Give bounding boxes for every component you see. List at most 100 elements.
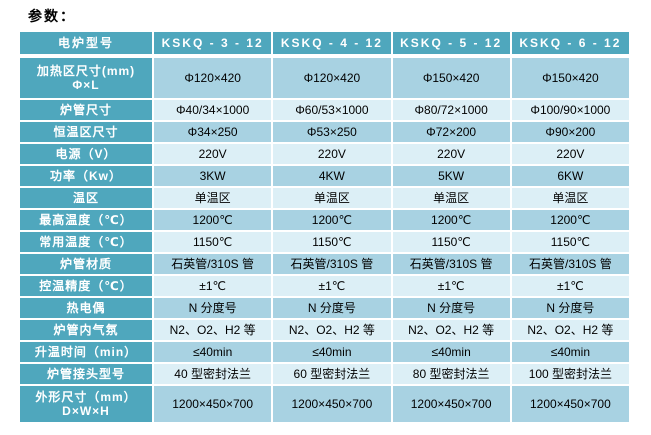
row-label-constant-temp-zone-size: 恒温区尺寸	[20, 122, 152, 142]
table-row: 恒温区尺寸 Φ34×250 Φ53×250 Φ72×200 Φ90×200	[20, 122, 629, 142]
spec-cell: Φ34×250	[154, 122, 272, 142]
spec-cell: 单温区	[154, 188, 272, 208]
row-label-working-temperature: 常用温度（℃）	[20, 232, 152, 252]
spec-cell: N2、O2、H2 等	[273, 320, 391, 340]
table-row: 电源（V） 220V 220V 220V 220V	[20, 144, 629, 164]
table-row: 升温时间（min） ≤40min ≤40min ≤40min ≤40min	[20, 342, 629, 362]
table-row: 炉管内气氛 N2、O2、H2 等 N2、O2、H2 等 N2、O2、H2 等 N…	[20, 320, 629, 340]
spec-cell: 单温区	[392, 188, 510, 208]
spec-cell: 60 型密封法兰	[273, 364, 391, 384]
spec-cell: 80 型密封法兰	[392, 364, 510, 384]
spec-cell: ±1℃	[273, 276, 391, 296]
row-label-tube-atmosphere: 炉管内气氛	[20, 320, 152, 340]
spec-cell: 220V	[154, 144, 272, 164]
table-row: 温区 单温区 单温区 单温区 单温区	[20, 188, 629, 208]
spec-cell: 100 型密封法兰	[511, 364, 629, 384]
page-title: 参数：	[28, 8, 76, 24]
table-row: 热电偶 N 分度号 N 分度号 N 分度号 N 分度号	[20, 298, 629, 318]
spec-cell: 1200×450×700	[273, 386, 391, 422]
spec-cell: 1200℃	[273, 210, 391, 230]
spec-cell: N 分度号	[273, 298, 391, 318]
spec-cell: Φ60/53×1000	[273, 100, 391, 120]
spec-cell: Φ40/34×1000	[154, 100, 272, 120]
spec-cell: 220V	[511, 144, 629, 164]
spec-cell: 220V	[273, 144, 391, 164]
table-row: 功率（Kw） 3KW 4KW 5KW 6KW	[20, 166, 629, 186]
row-label-temp-zones: 温区	[20, 188, 152, 208]
spec-cell: 1150℃	[154, 232, 272, 252]
spec-cell: Φ120×420	[273, 58, 391, 98]
table-row: 炉管接头型号 40 型密封法兰 60 型密封法兰 80 型密封法兰 100 型密…	[20, 364, 629, 384]
spec-cell: N 分度号	[511, 298, 629, 318]
spec-cell: 1150℃	[392, 232, 510, 252]
table-row: 控温精度（℃） ±1℃ ±1℃ ±1℃ ±1℃	[20, 276, 629, 296]
row-label-thermocouple: 热电偶	[20, 298, 152, 318]
table-header-row: 电炉型号 KSKQ - 3 - 12 KSKQ - 4 - 12 KSKQ - …	[20, 32, 629, 54]
spec-cell: N2、O2、H2 等	[154, 320, 272, 340]
row-label-heating-zone-size: 加热区尺寸(mm) Φ×L	[20, 58, 152, 98]
spec-cell: 1200×450×700	[392, 386, 510, 422]
spec-cell: 1200℃	[392, 210, 510, 230]
row-label-line2: Φ×L	[72, 78, 100, 92]
header-model-kskq-5-12: KSKQ - 5 - 12	[392, 32, 510, 54]
spec-cell: ±1℃	[392, 276, 510, 296]
spec-cell: Φ150×420	[392, 58, 510, 98]
table-row: 常用温度（℃） 1150℃ 1150℃ 1150℃ 1150℃	[20, 232, 629, 252]
row-label-power-supply: 电源（V）	[20, 144, 152, 164]
spec-cell: 1150℃	[273, 232, 391, 252]
spec-cell: ≤40min	[154, 342, 272, 362]
spec-cell: N 分度号	[154, 298, 272, 318]
spec-cell: 3KW	[154, 166, 272, 186]
spec-cell: Φ72×200	[392, 122, 510, 142]
header-model-label: 电炉型号	[20, 32, 152, 54]
spec-cell: Φ100/90×1000	[511, 100, 629, 120]
spec-cell: 1200×450×700	[154, 386, 272, 422]
row-label-line1: 外形尺寸（mm）	[35, 390, 137, 404]
spec-cell: Φ90×200	[511, 122, 629, 142]
spec-cell: N2、O2、H2 等	[511, 320, 629, 340]
spec-cell: 1200℃	[154, 210, 272, 230]
page: 参数： 电炉型号 KSKQ - 3 - 12 KSKQ - 4 - 12 KSK…	[0, 6, 651, 422]
spec-cell: 单温区	[273, 188, 391, 208]
spec-cell: 4KW	[273, 166, 391, 186]
spec-cell: ≤40min	[273, 342, 391, 362]
header-model-kskq-3-12: KSKQ - 3 - 12	[154, 32, 272, 54]
table-body: 加热区尺寸(mm) Φ×L Φ120×420 Φ120×420 Φ150×420…	[20, 58, 629, 422]
table-row: 最高温度（℃） 1200℃ 1200℃ 1200℃ 1200℃	[20, 210, 629, 230]
spec-cell: N2、O2、H2 等	[392, 320, 510, 340]
row-label-temp-control-accuracy: 控温精度（℃）	[20, 276, 152, 296]
row-label-overall-dimensions: 外形尺寸（mm） D×W×H	[20, 386, 152, 422]
spec-cell: Φ53×250	[273, 122, 391, 142]
spec-cell: 单温区	[511, 188, 629, 208]
spec-cell: Φ120×420	[154, 58, 272, 98]
table-row: 加热区尺寸(mm) Φ×L Φ120×420 Φ120×420 Φ150×420…	[20, 58, 629, 98]
row-label-line1: 加热区尺寸(mm)	[36, 64, 136, 78]
spec-cell: 石英管/310S 管	[511, 254, 629, 274]
spec-cell: ≤40min	[511, 342, 629, 362]
spec-cell: ≤40min	[392, 342, 510, 362]
row-label-line2: D×W×H	[62, 404, 110, 418]
table-row: 外形尺寸（mm） D×W×H 1200×450×700 1200×450×700…	[20, 386, 629, 422]
header-model-kskq-4-12: KSKQ - 4 - 12	[273, 32, 391, 54]
spec-cell: 5KW	[392, 166, 510, 186]
spec-cell: 1200℃	[511, 210, 629, 230]
spec-cell: Φ80/72×1000	[392, 100, 510, 120]
row-label-heating-time: 升温时间（min）	[20, 342, 152, 362]
table-row: 炉管材质 石英管/310S 管 石英管/310S 管 石英管/310S 管 石英…	[20, 254, 629, 274]
spec-cell: 石英管/310S 管	[392, 254, 510, 274]
spec-cell: 40 型密封法兰	[154, 364, 272, 384]
table-row: 炉管尺寸 Φ40/34×1000 Φ60/53×1000 Φ80/72×1000…	[20, 100, 629, 120]
spec-cell: 1200×450×700	[511, 386, 629, 422]
spec-cell: Φ150×420	[511, 58, 629, 98]
spec-cell: N 分度号	[392, 298, 510, 318]
spec-cell: ±1℃	[154, 276, 272, 296]
spec-table: 电炉型号 KSKQ - 3 - 12 KSKQ - 4 - 12 KSKQ - …	[20, 32, 629, 422]
row-label-max-temperature: 最高温度（℃）	[20, 210, 152, 230]
row-label-power: 功率（Kw）	[20, 166, 152, 186]
row-label-furnace-tube-size: 炉管尺寸	[20, 100, 152, 120]
spec-cell: 6KW	[511, 166, 629, 186]
spec-cell: ±1℃	[511, 276, 629, 296]
header-model-kskq-6-12: KSKQ - 6 - 12	[511, 32, 629, 54]
row-label-tube-flange-type: 炉管接头型号	[20, 364, 152, 384]
spec-cell: 石英管/310S 管	[154, 254, 272, 274]
